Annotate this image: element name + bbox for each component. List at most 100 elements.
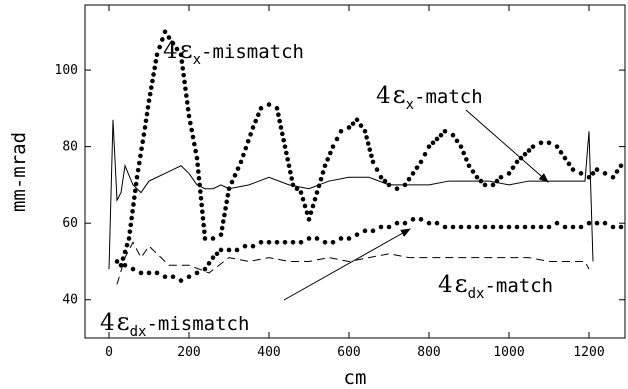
data-point — [474, 224, 480, 230]
data-point — [226, 186, 232, 192]
x-tick-label: 1200 — [573, 345, 604, 360]
y-axis-label: mm-mrad — [8, 132, 30, 212]
data-point — [162, 274, 168, 280]
data-point — [248, 132, 253, 137]
data-point — [170, 274, 176, 280]
data-point — [162, 29, 168, 35]
data-point — [134, 174, 140, 180]
data-point — [586, 220, 592, 226]
x-tick-label: 1000 — [493, 345, 524, 360]
y-tick-label: 40 — [62, 293, 78, 308]
data-point — [614, 169, 620, 174]
data-point — [434, 220, 440, 226]
data-point — [138, 270, 144, 276]
data-point — [186, 274, 192, 280]
data-point — [285, 157, 290, 162]
data-point — [290, 240, 296, 245]
data-point — [280, 131, 285, 137]
data-point — [154, 52, 160, 58]
data-point — [253, 118, 258, 124]
data-point — [442, 129, 448, 134]
data-point — [522, 151, 528, 157]
data-point — [312, 196, 318, 202]
data-point — [482, 182, 488, 188]
data-point — [199, 202, 204, 208]
data-point — [474, 174, 480, 180]
data-point — [314, 236, 320, 241]
data-point — [288, 169, 293, 175]
data-point — [418, 217, 424, 222]
data-point — [181, 72, 186, 78]
data-point — [378, 174, 384, 180]
data-point — [554, 220, 560, 226]
data-point — [194, 270, 200, 276]
data-point — [220, 219, 226, 224]
data-point — [282, 240, 288, 245]
y-tick-label: 100 — [55, 63, 78, 78]
data-point — [464, 157, 469, 162]
data-point — [478, 178, 484, 184]
data-point — [132, 188, 138, 194]
data-point — [298, 240, 304, 245]
data-point — [182, 79, 187, 85]
data-point — [578, 171, 584, 176]
data-point — [229, 179, 235, 185]
data-point — [210, 236, 216, 241]
data-point — [193, 148, 198, 154]
data-point — [180, 66, 186, 71]
data-point — [235, 166, 241, 171]
data-point — [562, 224, 568, 230]
data-point — [362, 228, 368, 234]
data-point — [382, 178, 388, 184]
data-point — [118, 262, 124, 268]
data-point — [145, 105, 151, 110]
arrow-ex-match — [465, 109, 549, 183]
data-point — [150, 78, 155, 84]
data-point — [277, 118, 282, 124]
data-point — [194, 155, 200, 161]
data-point — [200, 216, 206, 221]
data-point — [461, 150, 466, 156]
data-point — [286, 163, 292, 169]
data-point — [223, 206, 228, 211]
data-point — [133, 181, 139, 187]
data-point — [258, 240, 264, 245]
data-point — [328, 150, 333, 156]
data-point — [308, 210, 314, 215]
data-point — [198, 195, 204, 201]
data-point — [135, 167, 141, 173]
data-point — [322, 240, 328, 245]
x-tick-label: 200 — [177, 345, 200, 360]
data-point — [365, 141, 371, 146]
data-point — [136, 160, 142, 166]
data-point — [214, 251, 220, 257]
data-point — [184, 100, 190, 105]
data-point — [200, 209, 205, 214]
data-point — [192, 141, 197, 147]
data-point — [458, 144, 464, 149]
data-point — [450, 224, 456, 230]
data-point — [430, 140, 436, 146]
solid-series-0 — [108, 119, 594, 270]
annotation-ex-match: 4εx-match — [376, 80, 483, 113]
data-point — [131, 202, 136, 207]
annotation-edx-match: 4εdx-match — [438, 269, 553, 302]
data-point — [570, 167, 576, 172]
data-point — [510, 165, 516, 170]
data-point — [232, 173, 238, 178]
data-point — [490, 182, 496, 188]
data-point — [298, 190, 304, 195]
data-point — [346, 236, 352, 241]
data-point — [130, 208, 135, 214]
data-point — [206, 261, 212, 266]
dotted-series-3 — [114, 217, 624, 283]
data-point — [198, 189, 203, 194]
data-point — [422, 151, 428, 157]
data-point — [224, 199, 230, 205]
data-point — [374, 167, 380, 172]
data-point — [210, 255, 216, 260]
data-point — [406, 176, 412, 182]
data-point — [141, 132, 147, 137]
data-point — [578, 224, 584, 230]
data-point — [132, 195, 137, 200]
